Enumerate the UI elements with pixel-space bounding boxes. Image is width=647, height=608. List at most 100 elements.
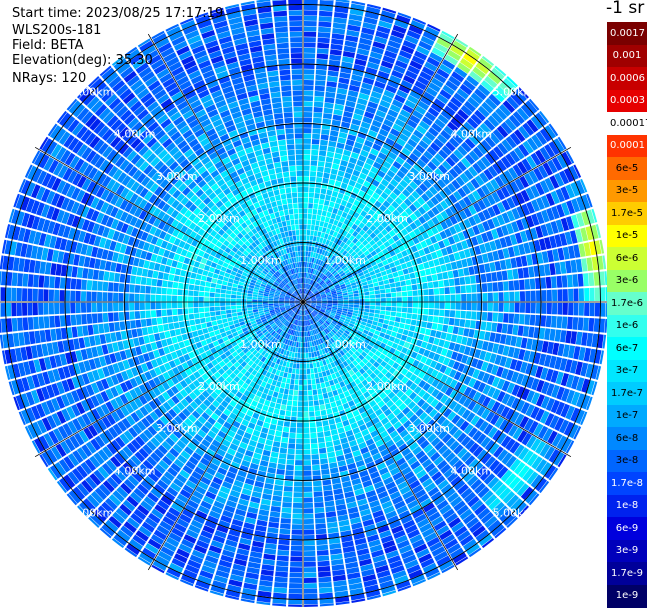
beta-cell (321, 189, 327, 195)
beta-cell (349, 297, 354, 300)
beta-cell (454, 278, 460, 286)
beta-cell (370, 302, 375, 305)
beta-cell (418, 302, 423, 308)
beta-cell (303, 230, 306, 235)
beta-cell (303, 225, 307, 230)
beta-cell (306, 353, 309, 358)
beta-cell (332, 434, 339, 440)
beta-cell (296, 449, 303, 454)
beta-cell (307, 225, 311, 230)
beta-cell (589, 303, 594, 316)
beta-cell (154, 333, 160, 341)
beta-cell (449, 318, 455, 325)
beta-cell (303, 171, 309, 176)
beta-cell (331, 169, 338, 175)
beta-cell (316, 177, 322, 183)
beta-cell (311, 247, 314, 252)
beta-cell (272, 446, 280, 452)
beta-cell (568, 289, 573, 301)
beta-cell (147, 326, 153, 334)
beta-cell (280, 523, 291, 529)
beta-cell (287, 400, 292, 406)
beta-cell (285, 470, 293, 476)
beta-cell (447, 326, 453, 334)
beta-cell (289, 588, 302, 593)
beta-cell (390, 316, 396, 321)
beta-cell (495, 333, 502, 343)
beta-cell (528, 266, 534, 277)
beta-cell (280, 529, 291, 535)
beta-cell (329, 397, 335, 403)
beta-cell (304, 514, 314, 519)
beta-cell (463, 268, 469, 276)
beta-cell (408, 331, 414, 337)
beta-cell (200, 318, 206, 323)
beta-cell (327, 81, 338, 87)
beta-cell (295, 380, 299, 385)
beta-cell (324, 496, 334, 502)
beta-cell (303, 407, 308, 412)
beta-cell (301, 348, 303, 353)
beta-cell (114, 322, 120, 331)
beta-cell (354, 293, 359, 296)
beta-cell (332, 191, 338, 197)
beta-cell (407, 285, 413, 291)
beta-cell (309, 187, 315, 192)
beta-cell (273, 392, 279, 398)
beta-cell (349, 305, 354, 308)
beta-cell (423, 289, 428, 295)
beta-cell (589, 288, 594, 301)
beta-cell (298, 348, 301, 353)
beta-cell (215, 311, 220, 316)
beta-cell (385, 315, 391, 320)
beta-cell (372, 278, 378, 283)
beta-cell (93, 324, 99, 334)
beta-cell (303, 412, 308, 417)
beta-cell (433, 316, 439, 323)
beta-cell (309, 198, 314, 203)
beta-cell (471, 311, 477, 319)
beta-cell (588, 273, 594, 287)
beta-cell (277, 420, 283, 426)
beta-cell (479, 331, 485, 340)
beta-cell (331, 402, 337, 408)
beta-cell (393, 272, 399, 278)
beta-cell (492, 282, 498, 291)
beta-cell (518, 326, 524, 337)
beta-cell (519, 314, 525, 324)
beta-cell (411, 279, 417, 285)
beta-cell (531, 303, 536, 314)
beta-cell (316, 215, 321, 221)
beta-cell (303, 246, 306, 251)
beta-cell (272, 380, 277, 386)
beta-cell (304, 562, 316, 567)
beta-cell (318, 571, 331, 577)
beta-cell (205, 312, 211, 317)
beta-cell (270, 424, 277, 430)
beta-cell (304, 128, 312, 133)
beta-cell (286, 406, 292, 412)
beta-cell (322, 211, 327, 217)
beta-cell (287, 373, 291, 378)
beta-cell (227, 314, 232, 318)
beta-cell (446, 333, 452, 341)
beta-cell (572, 274, 578, 287)
beta-cell (315, 373, 319, 378)
beta-cell (312, 454, 320, 460)
beta-cell (304, 465, 312, 470)
beta-cell (217, 320, 223, 325)
beta-cell (311, 379, 315, 384)
beta-cell (304, 492, 313, 497)
beta-cell (408, 267, 414, 273)
beta-cell (276, 426, 283, 432)
beta-cell (432, 323, 438, 330)
beta-cell (557, 289, 562, 301)
beta-cell (272, 603, 286, 607)
beta-cell (312, 214, 317, 219)
beta-cell (315, 86, 325, 92)
beta-cell (274, 587, 288, 593)
beta-cell (309, 353, 312, 358)
beta-cell (472, 294, 477, 302)
beta-cell (421, 321, 427, 327)
beta-cell (353, 310, 358, 313)
